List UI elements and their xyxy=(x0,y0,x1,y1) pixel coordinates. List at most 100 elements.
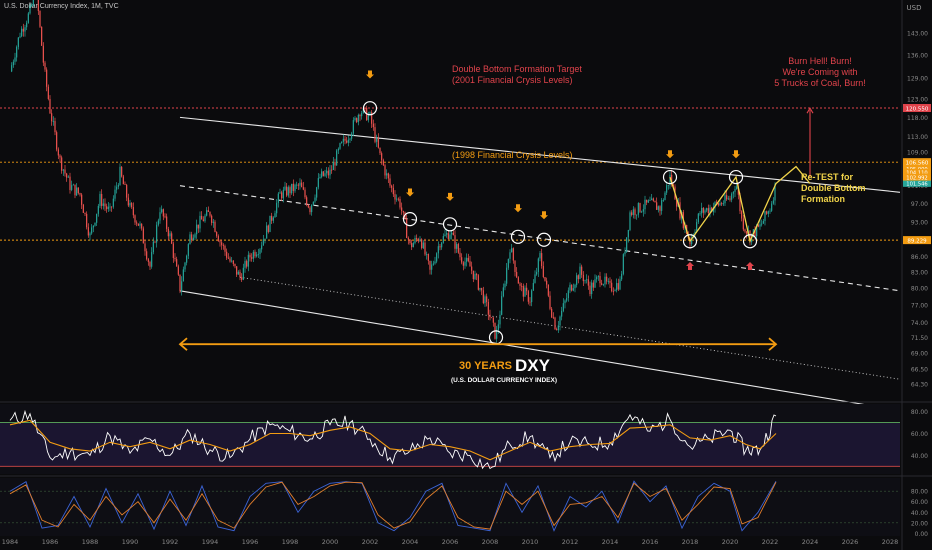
x-tick-label: 2014 xyxy=(602,538,619,546)
candle-body xyxy=(59,155,61,158)
x-tick-label: 1996 xyxy=(242,538,259,546)
candle-body xyxy=(581,266,583,275)
candle-body xyxy=(459,252,461,258)
candle-body xyxy=(224,245,226,252)
annotation-retest: Double Bottom xyxy=(801,183,866,193)
rsi-ma-line xyxy=(9,419,777,461)
x-tick-label: 1992 xyxy=(162,538,179,546)
candle-body xyxy=(574,284,576,289)
candle-body xyxy=(254,251,256,257)
candle-body xyxy=(661,200,663,211)
candle-body xyxy=(396,198,398,200)
candle-body xyxy=(56,132,58,150)
candle-body xyxy=(627,229,629,238)
candle-body xyxy=(199,215,201,229)
price-tag-label: 102.992 xyxy=(906,175,927,181)
candle-body xyxy=(167,228,169,237)
candle-body xyxy=(191,234,193,241)
candle-body xyxy=(154,241,156,243)
candle-body xyxy=(291,183,293,194)
candle-body xyxy=(671,174,673,185)
candle-body xyxy=(351,133,353,139)
candle-body xyxy=(142,228,144,244)
x-tick-label: 1990 xyxy=(122,538,139,546)
candle-body xyxy=(87,227,89,236)
candle-body xyxy=(732,191,734,194)
annotation-burn: We're Coming with xyxy=(782,67,857,77)
candle-body xyxy=(436,253,438,262)
candle-body xyxy=(279,192,281,194)
down-arrow-icon xyxy=(666,150,674,159)
candle-body xyxy=(597,276,599,278)
stoch-tick-label: 20.00 xyxy=(911,520,928,527)
candle-body xyxy=(171,233,173,244)
candle-body xyxy=(662,200,664,201)
candle-body xyxy=(337,148,339,151)
candle-body xyxy=(356,118,358,123)
candle-body xyxy=(331,169,333,171)
x-tick-label: 2022 xyxy=(762,538,779,546)
annotation-target: Double Bottom Formation Target xyxy=(452,64,582,74)
down-arrow-icon xyxy=(540,211,548,220)
candle-body xyxy=(96,213,98,223)
candle-body xyxy=(74,184,76,196)
pivot-circle xyxy=(682,234,698,249)
candle-body xyxy=(557,325,559,331)
x-tick-label: 2028 xyxy=(882,538,899,546)
level-tag-bg xyxy=(903,236,931,245)
candle-body xyxy=(286,186,288,196)
candle-body xyxy=(174,258,176,260)
candle-body xyxy=(307,204,309,208)
down-arrow-icon xyxy=(514,204,522,213)
candle-body xyxy=(361,112,363,117)
candle-body xyxy=(52,121,54,122)
candle-body xyxy=(147,259,149,262)
candle-body xyxy=(697,213,699,223)
candle-body xyxy=(759,224,761,227)
candle-body xyxy=(549,295,551,309)
candle-body xyxy=(699,213,701,215)
candle-body xyxy=(604,276,606,285)
candle-body xyxy=(502,287,504,297)
candle-body xyxy=(476,274,478,276)
candle-body xyxy=(486,296,488,302)
candle-body xyxy=(66,173,68,178)
price-tag-bg xyxy=(903,165,931,173)
candle-body xyxy=(357,115,359,123)
rsi-pane xyxy=(0,404,900,474)
candle-body xyxy=(71,185,73,190)
candle-body xyxy=(322,171,324,176)
candle-body xyxy=(14,57,16,62)
candle-body xyxy=(47,86,49,99)
candle-body xyxy=(616,283,618,291)
candle-body xyxy=(482,290,484,304)
candle-body xyxy=(761,223,763,225)
candle-body xyxy=(232,260,234,264)
candle-body xyxy=(439,246,441,248)
candle-body xyxy=(447,233,449,239)
candle-body xyxy=(556,329,558,331)
candle-body xyxy=(267,225,269,232)
candle-body xyxy=(146,251,148,260)
candle-body xyxy=(117,185,119,187)
trendline-lower-channel xyxy=(179,290,881,408)
price-tick-label: 109.00 xyxy=(907,150,928,157)
candle-body xyxy=(752,229,754,234)
candle-body xyxy=(372,123,374,128)
candle-body xyxy=(412,243,414,248)
candle-body xyxy=(537,258,539,273)
price-tick-label: 80.00 xyxy=(911,286,928,293)
candle-body xyxy=(457,244,459,253)
candle-body xyxy=(402,210,404,213)
candle-body xyxy=(649,200,651,201)
candle-body xyxy=(621,273,623,280)
stoch-d-line xyxy=(9,481,777,530)
rsi-tick-label: 60.00 xyxy=(911,431,928,438)
candle-body xyxy=(706,208,708,211)
candle-body xyxy=(214,221,216,232)
candle-body xyxy=(441,242,443,248)
candle-body xyxy=(584,280,586,282)
candle-body xyxy=(251,257,253,259)
candle-body xyxy=(107,206,109,210)
